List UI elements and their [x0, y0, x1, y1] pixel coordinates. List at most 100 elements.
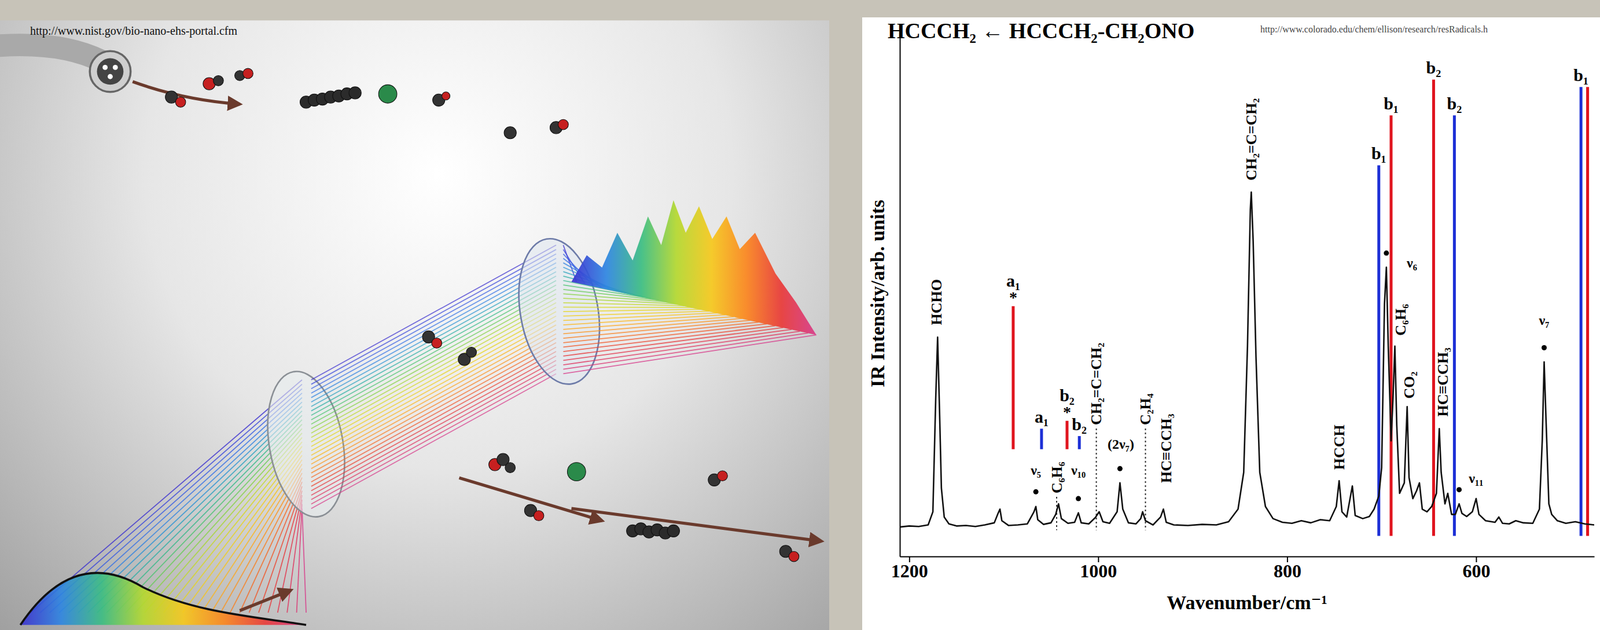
light-ray	[311, 355, 557, 491]
nozzle-hole	[97, 58, 124, 86]
species-label: HCHO	[928, 278, 945, 325]
symmetry-label: b₂	[1447, 93, 1463, 113]
species-label: CH₂=C=CH₂	[1242, 98, 1260, 181]
light-ray	[302, 508, 307, 613]
calculated-stick	[1039, 428, 1043, 449]
peak-dot	[1456, 486, 1462, 492]
mode-label: ν₇	[1538, 312, 1550, 328]
light-ray	[311, 329, 557, 465]
light-ray	[563, 306, 693, 308]
calculated-stick	[1579, 86, 1583, 536]
atom	[378, 84, 397, 104]
flow-arrow	[132, 81, 240, 105]
species-label: HC≡CCH₃	[1434, 347, 1452, 417]
x-tick: 1200	[891, 556, 929, 581]
x-tick-label: 1000	[1079, 560, 1117, 581]
species-label: CO₂	[1400, 371, 1418, 399]
species-label: C₆H₆	[1048, 461, 1066, 494]
light-ray	[311, 315, 557, 451]
y-axis-title: IR Intensity/arb. units	[866, 199, 889, 388]
atom	[348, 86, 362, 99]
light-ray	[311, 342, 557, 478]
light-ray	[311, 351, 557, 487]
species-label: C₆H₆	[1392, 303, 1410, 336]
peak-dot	[1117, 465, 1123, 472]
light-ray	[311, 249, 557, 385]
light-ray	[311, 324, 557, 460]
species-label: HCCH	[1330, 424, 1348, 470]
y-axis	[899, 31, 901, 557]
light-ray	[311, 311, 557, 447]
light-ray	[296, 504, 303, 613]
calculated-stick	[1586, 86, 1590, 536]
atom	[213, 75, 224, 86]
peak-dot	[1383, 250, 1389, 256]
atom	[667, 524, 680, 537]
x-tick: 600	[1462, 556, 1491, 581]
light-ray	[563, 310, 709, 316]
atom	[504, 126, 517, 139]
nozzle	[0, 45, 102, 62]
stick-note: *	[1009, 288, 1018, 307]
atom	[442, 92, 451, 101]
x-axis-title: Wavenumber/cm⁻¹	[1166, 591, 1327, 613]
illustration	[0, 20, 830, 630]
symmetry-label: b₂	[1426, 57, 1442, 77]
light-ray	[311, 346, 557, 482]
chart-panel	[862, 17, 1600, 630]
symmetry-label: a₁	[1034, 406, 1049, 426]
mode-label: (2ν₇)	[1107, 436, 1135, 452]
light-ray	[311, 369, 557, 505]
plot-texts: *a₁a₁*b₂b₂b₁b₁b₂b₂b₁HCHOC₆H₆CH₂=C=CH₂C₂H…	[928, 57, 1589, 494]
light-ray	[311, 254, 557, 389]
peak-dot	[1541, 344, 1547, 351]
x-tick-label: 600	[1462, 560, 1491, 581]
light-ray	[311, 302, 557, 438]
light-ray	[311, 293, 557, 429]
symmetry-label: b₁	[1383, 93, 1399, 113]
flow-arrow	[459, 477, 603, 521]
calculated-stick	[1011, 306, 1015, 450]
illustration-background	[0, 20, 830, 630]
atom	[505, 462, 516, 473]
atom	[431, 337, 443, 349]
light-ray	[563, 334, 816, 374]
plot-marks	[899, 79, 1595, 536]
peak-dot	[1075, 495, 1081, 502]
mode-label: ν₆	[1406, 255, 1418, 271]
atom	[533, 510, 544, 521]
light-ray	[311, 359, 557, 495]
flow-arrow	[239, 589, 291, 610]
calculated-stick	[1065, 420, 1069, 450]
x-tick-label: 800	[1273, 560, 1302, 581]
chart-title: HCCCH₂ ← HCCCH₂-CH₂ONO	[887, 18, 1195, 43]
particle	[102, 64, 108, 71]
x-axis: 1200 1000 800 600	[891, 556, 1595, 581]
light-ray	[311, 373, 557, 509]
light-ray	[311, 320, 557, 455]
light-ray	[311, 333, 557, 469]
output-spectrum	[571, 200, 817, 336]
credit-url: http://www.nist.gov/bio-nano-ehs-portal.…	[30, 24, 238, 38]
atom	[243, 68, 254, 79]
symmetry-label: a₁	[1006, 270, 1021, 290]
light-ray	[311, 337, 557, 473]
nozzle-end	[89, 50, 131, 93]
mode-label: ν₅	[1030, 462, 1042, 478]
x-axis-line	[900, 556, 1595, 558]
slide: http://www.nist.gov/bio-nano-ehs-portal.…	[0, 0, 1600, 630]
atom	[175, 97, 186, 108]
stick-note: *	[1063, 402, 1072, 421]
x-tick: 800	[1273, 556, 1302, 581]
source-url: http://www.colorado.edu/chem/ellison/res…	[1260, 24, 1488, 35]
symmetry-label: b₁	[1371, 143, 1387, 163]
light-ray	[563, 302, 684, 306]
light-ray	[563, 330, 800, 365]
symmetry-label: b₂	[1071, 414, 1087, 434]
mode-label: ν₁₀	[1070, 462, 1086, 478]
calculated-stick	[1078, 435, 1081, 450]
x-tick: 1000	[1079, 556, 1117, 581]
atom	[567, 462, 586, 481]
atom	[466, 347, 477, 358]
species-label: CH₂=C=CH₂	[1087, 342, 1105, 425]
